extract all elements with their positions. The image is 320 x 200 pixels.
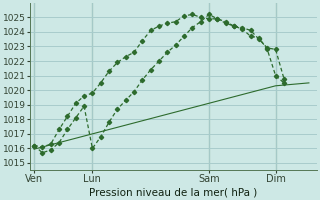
X-axis label: Pression niveau de la mer( hPa ): Pression niveau de la mer( hPa ) (90, 187, 258, 197)
